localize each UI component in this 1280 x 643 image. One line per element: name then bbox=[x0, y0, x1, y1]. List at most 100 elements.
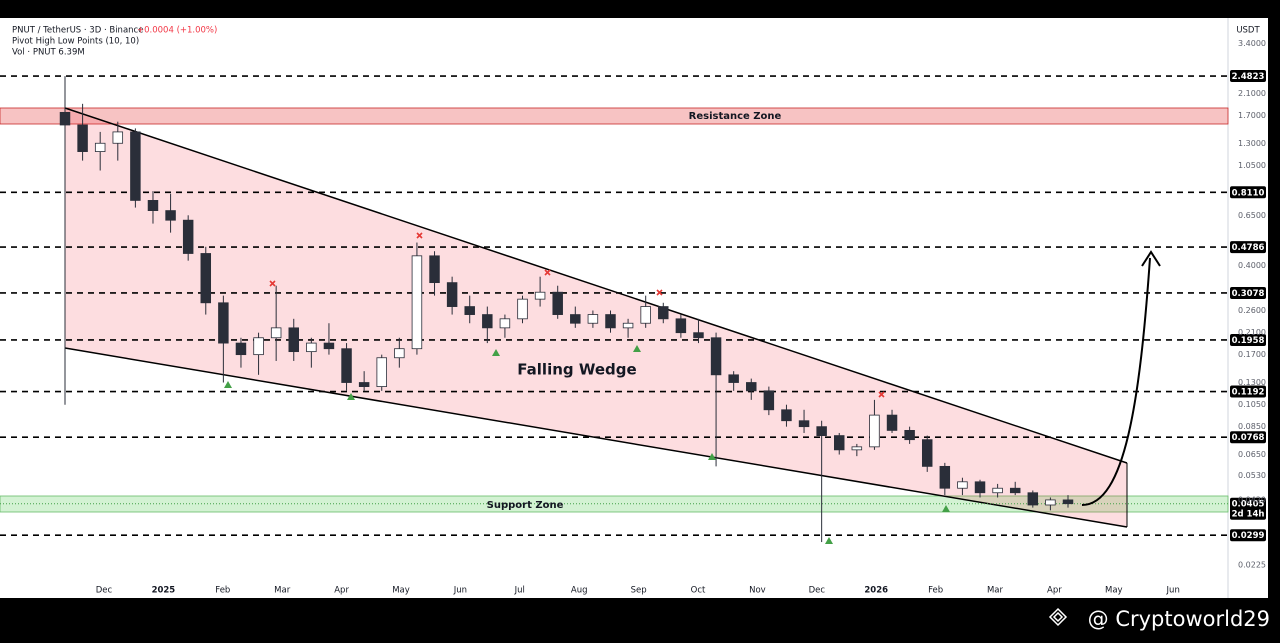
y-tick-label: 0.6500 bbox=[1238, 211, 1266, 220]
candle-body bbox=[552, 291, 563, 315]
level-box bbox=[1230, 186, 1266, 199]
wedge-upper bbox=[64, 107, 1128, 464]
x-tick-label: 2025 bbox=[152, 586, 176, 596]
candle-body bbox=[341, 348, 352, 383]
candle-body bbox=[446, 282, 458, 307]
level-box bbox=[1230, 286, 1266, 299]
y-tick-label: 0.4000 bbox=[1238, 261, 1266, 270]
x-tick-label: Mar bbox=[274, 586, 291, 596]
candle-body bbox=[482, 314, 493, 329]
candle-body bbox=[130, 131, 141, 201]
candle-body bbox=[235, 342, 247, 356]
x-tick-label: Feb bbox=[215, 586, 230, 596]
breakout-arrow bbox=[1081, 257, 1151, 506]
level-label: 0.4786 bbox=[1232, 243, 1265, 253]
pivot-highs bbox=[269, 232, 885, 398]
y-tick-label: 0.0225 bbox=[1238, 560, 1266, 569]
candle-body bbox=[886, 414, 898, 431]
x-tick-label: Apr bbox=[334, 586, 349, 596]
level-label: 0.1958 bbox=[1232, 336, 1265, 346]
candle-body bbox=[218, 302, 229, 344]
candle-body bbox=[270, 327, 282, 339]
level-box bbox=[1230, 385, 1266, 398]
x-tick-label: Jun bbox=[453, 586, 467, 596]
support-label: Support Zone bbox=[487, 500, 564, 511]
candle-body bbox=[394, 348, 405, 359]
candle-body bbox=[499, 318, 511, 329]
candle-body bbox=[587, 314, 599, 324]
candle-body bbox=[1009, 487, 1021, 494]
level-label: 0.0768 bbox=[1232, 433, 1265, 443]
candle-body bbox=[1062, 499, 1074, 505]
candle-body bbox=[534, 291, 546, 300]
x-tick-label: Dec bbox=[809, 586, 826, 596]
candle-body bbox=[165, 210, 176, 221]
candle-body bbox=[605, 314, 616, 329]
level-box bbox=[1230, 529, 1266, 542]
level-box bbox=[1230, 241, 1266, 254]
candle-body bbox=[59, 111, 71, 126]
level-label: 0.8110 bbox=[1232, 188, 1265, 198]
candle-body bbox=[658, 306, 669, 320]
candle-body bbox=[728, 374, 739, 383]
chart-title: PNUT / TetherUS · 3D · Binance bbox=[12, 26, 143, 36]
candle-body bbox=[570, 314, 581, 324]
resistance-zone bbox=[0, 107, 1229, 125]
candle-body bbox=[675, 318, 687, 334]
candle-body bbox=[781, 409, 792, 422]
candle-body bbox=[376, 357, 387, 387]
candle-body bbox=[253, 337, 264, 356]
x-tick-label: May bbox=[1105, 586, 1123, 596]
candle-body bbox=[411, 255, 423, 350]
candle-body bbox=[710, 337, 722, 376]
y-tick-label: 1.7000 bbox=[1238, 111, 1266, 120]
watermark: @ Cryptoworld29 bbox=[1088, 607, 1270, 631]
candle-body bbox=[464, 306, 475, 315]
candle-body bbox=[288, 327, 299, 353]
x-tick-label: Sep bbox=[631, 586, 647, 596]
candle-body bbox=[147, 200, 159, 211]
x-tick-label: Jul bbox=[514, 586, 525, 596]
y-tick-label: 1.3000 bbox=[1238, 139, 1266, 148]
level-label: 0.0299 bbox=[1232, 531, 1265, 541]
x-tick-label: Aug bbox=[571, 586, 588, 596]
candle-body bbox=[306, 342, 317, 353]
last-price-box bbox=[1230, 497, 1266, 520]
candle-body bbox=[1027, 492, 1039, 506]
y-tick-label: 1.0500 bbox=[1238, 161, 1266, 170]
x-tick-label: 2026 bbox=[864, 586, 888, 596]
y-tick-label: 0.0650 bbox=[1238, 450, 1266, 459]
candle-body bbox=[200, 253, 212, 304]
countdown-label: 2d 14h bbox=[1232, 510, 1265, 520]
level-label: 0.1192 bbox=[1232, 388, 1265, 398]
candle-body bbox=[622, 322, 634, 329]
candle-body bbox=[517, 298, 528, 320]
candle-body bbox=[640, 306, 651, 324]
x-tick-label: Dec bbox=[96, 586, 113, 596]
level-box bbox=[1230, 333, 1266, 346]
candle-body bbox=[323, 342, 335, 350]
candle-body bbox=[834, 435, 845, 451]
y-tick-label: 0.1700 bbox=[1238, 350, 1266, 359]
pattern-label: Falling Wedge bbox=[517, 361, 636, 379]
arrow-head bbox=[1141, 250, 1161, 267]
level-box bbox=[1230, 431, 1266, 444]
candle-body bbox=[921, 439, 933, 467]
resistance-label: Resistance Zone bbox=[689, 111, 782, 122]
y-tick-label: 0.1300 bbox=[1238, 378, 1266, 387]
candle-body bbox=[869, 414, 880, 448]
candle-body bbox=[904, 429, 915, 441]
indicator-label: Pivot High Low Points (10, 10) bbox=[12, 37, 139, 47]
y-tick-label: 2.1000 bbox=[1238, 89, 1266, 98]
candle-body bbox=[182, 219, 194, 254]
support-zone bbox=[0, 495, 1229, 513]
candle-body bbox=[94, 142, 106, 152]
candle-body bbox=[77, 124, 88, 152]
volume-label: Vol · PNUT 6.39M bbox=[12, 48, 85, 58]
level-box bbox=[1230, 70, 1266, 83]
x-tick-label: May bbox=[392, 586, 410, 596]
candle-body bbox=[957, 481, 968, 489]
axis-unit: USDT bbox=[1236, 26, 1260, 36]
pivot-lows bbox=[224, 345, 950, 544]
